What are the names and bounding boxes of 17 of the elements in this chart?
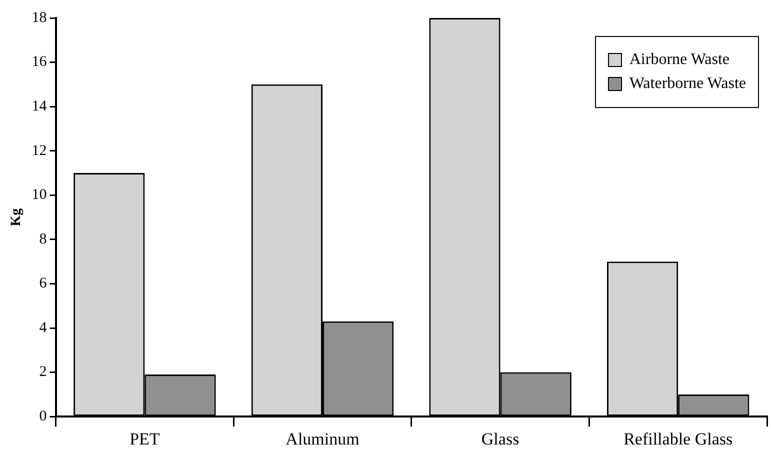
y-tick-label: 12	[32, 142, 47, 159]
x-tick-label: Glass	[481, 429, 520, 448]
y-tick-label: 0	[39, 408, 47, 425]
x-tick-label: PET	[130, 429, 160, 448]
y-tick-label: 8	[39, 231, 47, 248]
x-tick-label: Aluminum	[286, 429, 360, 448]
y-axis-title: Kg	[9, 208, 24, 226]
x-tick-label: Refillable Glass	[624, 429, 733, 448]
y-tick-label: 14	[32, 98, 48, 115]
y-tick-label: 4	[39, 320, 48, 336]
y-tick-label: 18	[32, 10, 47, 26]
y-tick-label: 6	[39, 276, 48, 292]
y-tick-label: 2	[39, 364, 47, 380]
legend-label: Airborne Waste	[629, 51, 730, 69]
y-tick-label: 16	[32, 54, 48, 70]
y-tick-label: 10	[32, 187, 47, 204]
legend-label: Waterborne Waste	[629, 75, 746, 93]
